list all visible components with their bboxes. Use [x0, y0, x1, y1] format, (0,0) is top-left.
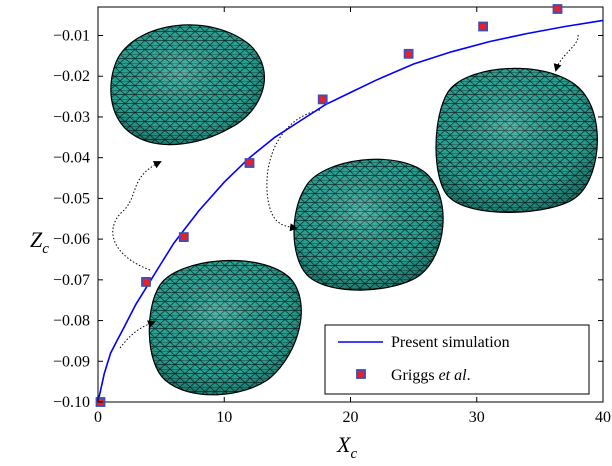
droplet-shape-top-left — [111, 25, 265, 145]
y-tick-label: −0.09 — [53, 353, 90, 370]
pointer-arrow-4 — [556, 35, 578, 70]
legend-label-simulation: Present simulation — [391, 334, 510, 351]
y-tick-label: −0.04 — [53, 150, 90, 167]
data-point-griggs — [319, 95, 327, 103]
y-axis-title-sub: c — [42, 241, 49, 257]
x-tick-label: 30 — [469, 409, 485, 426]
y-tick-label: −0.07 — [53, 272, 90, 289]
legend-griggs-etal: et al — [439, 367, 468, 384]
legend-label-griggs: Griggs et al. — [391, 367, 471, 384]
droplet-shape-center — [294, 159, 443, 290]
data-point-griggs — [405, 50, 413, 58]
y-axis-title-main: Z — [30, 227, 43, 252]
legend-marker-swatch — [357, 370, 365, 378]
x-tick-label: 0 — [94, 409, 102, 426]
droplet-shape-right — [436, 68, 597, 212]
legend-griggs-name: Griggs — [391, 367, 439, 384]
y-tick-label: −0.06 — [53, 231, 90, 248]
pointer-arrow-1 — [113, 162, 160, 270]
y-tick-label: −0.02 — [53, 68, 90, 85]
y-tick-label: −0.03 — [53, 109, 90, 126]
x-axis-title: Xc — [336, 432, 357, 462]
x-tick-label: 10 — [216, 409, 232, 426]
legend-griggs-period: . — [467, 367, 471, 384]
droplet-shape-bottom-left — [149, 260, 301, 394]
y-tick-label: −0.08 — [53, 313, 90, 330]
data-point-griggs — [479, 23, 487, 31]
y-tick-label: −0.10 — [53, 394, 90, 411]
y-tick-label: −0.05 — [53, 190, 90, 207]
legend: Present simulation Griggs et al. — [325, 325, 589, 394]
data-point-griggs — [142, 278, 150, 286]
x-tick-label: 40 — [595, 409, 611, 426]
y-axis-title: Zc — [30, 227, 49, 257]
y-tick-label: −0.01 — [53, 28, 90, 45]
x-tick-label: 20 — [343, 409, 359, 426]
data-point-griggs — [554, 5, 562, 13]
x-axis-title-sub: c — [350, 446, 357, 462]
data-point-griggs — [246, 159, 254, 167]
data-point-griggs — [180, 233, 188, 241]
